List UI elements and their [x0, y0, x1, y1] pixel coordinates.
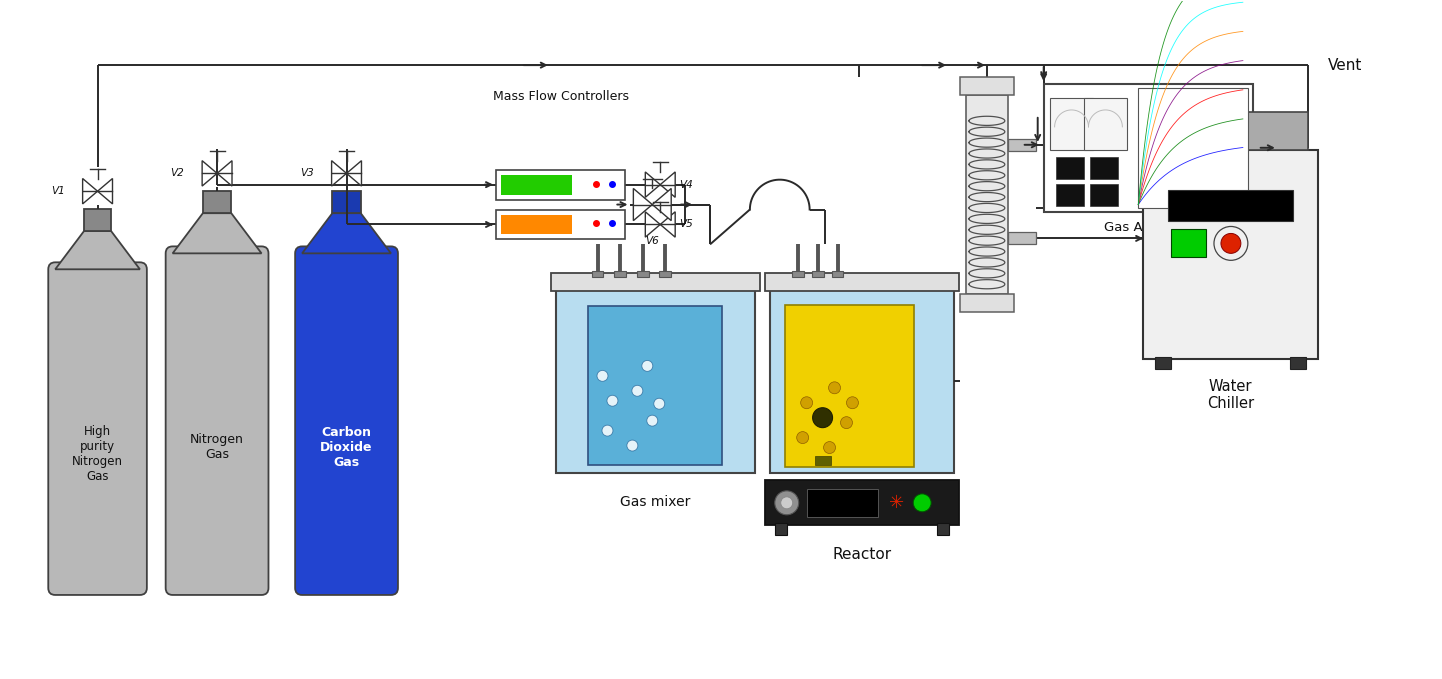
Text: Gas mixer: Gas mixer	[620, 496, 691, 509]
Bar	[764, 481, 959, 526]
Circle shape	[823, 441, 835, 454]
Circle shape	[774, 491, 799, 515]
FancyBboxPatch shape	[166, 246, 268, 595]
Text: V1: V1	[50, 186, 65, 196]
FancyBboxPatch shape	[48, 262, 147, 595]
Polygon shape	[646, 212, 660, 237]
Bar	[960, 294, 1014, 312]
Circle shape	[813, 407, 832, 428]
Polygon shape	[301, 213, 391, 253]
Bar	[806, 490, 878, 517]
Bar	[960, 77, 1014, 95]
Bar	[1171, 230, 1206, 257]
Bar	[1090, 183, 1119, 206]
Text: V6: V6	[646, 236, 659, 246]
Bar	[1056, 157, 1083, 179]
Polygon shape	[332, 161, 346, 186]
Bar	[1044, 84, 1253, 212]
Polygon shape	[98, 179, 112, 204]
Circle shape	[647, 415, 658, 426]
Text: High
purity
Nitrogen
Gas: High purity Nitrogen Gas	[72, 425, 123, 483]
Bar	[614, 272, 626, 277]
Circle shape	[829, 382, 841, 394]
Circle shape	[632, 385, 643, 397]
Circle shape	[653, 399, 665, 409]
Polygon shape	[652, 189, 671, 221]
Bar	[774, 524, 787, 535]
Circle shape	[627, 440, 637, 451]
Polygon shape	[202, 161, 218, 186]
Bar	[555, 289, 754, 473]
Circle shape	[607, 395, 619, 406]
Text: ✳: ✳	[888, 494, 904, 512]
Bar	[203, 191, 231, 213]
Bar	[815, 456, 831, 466]
Bar	[1056, 183, 1083, 206]
Bar	[659, 272, 671, 277]
Polygon shape	[218, 161, 232, 186]
Text: Water
Chiller: Water Chiller	[1207, 379, 1255, 411]
Circle shape	[597, 370, 609, 382]
Bar	[500, 175, 572, 195]
Polygon shape	[646, 172, 660, 198]
Polygon shape	[173, 213, 261, 253]
Polygon shape	[346, 161, 362, 186]
Bar	[770, 289, 955, 473]
Bar	[496, 210, 626, 240]
Bar	[332, 191, 360, 213]
Bar	[784, 305, 914, 467]
Bar	[1168, 189, 1292, 221]
Bar	[591, 272, 604, 277]
Bar	[84, 209, 111, 231]
Bar	[1050, 98, 1093, 150]
Circle shape	[913, 494, 932, 512]
Bar	[500, 215, 572, 234]
Bar	[1154, 112, 1308, 150]
Polygon shape	[82, 179, 98, 204]
Bar	[832, 272, 844, 277]
Bar	[1008, 139, 1035, 151]
Circle shape	[601, 425, 613, 436]
Text: V4: V4	[679, 180, 694, 189]
Bar	[496, 170, 626, 200]
Polygon shape	[633, 189, 652, 221]
Bar	[551, 273, 760, 291]
Text: Nitrogen
Gas: Nitrogen Gas	[190, 433, 244, 462]
Text: V3: V3	[300, 168, 314, 179]
Circle shape	[780, 497, 793, 509]
Bar	[966, 95, 1008, 294]
Bar	[764, 273, 959, 291]
Bar	[1144, 150, 1318, 359]
Text: Mass Flow Controllers: Mass Flow Controllers	[493, 90, 629, 103]
Bar	[1155, 357, 1171, 369]
Bar	[1008, 232, 1035, 244]
Polygon shape	[660, 212, 675, 237]
Text: V5: V5	[679, 219, 694, 230]
Polygon shape	[55, 231, 140, 270]
Bar	[1090, 157, 1119, 179]
Circle shape	[796, 432, 809, 443]
Text: Reactor: Reactor	[832, 547, 891, 562]
Bar	[792, 272, 803, 277]
Circle shape	[1221, 234, 1242, 253]
Text: V2: V2	[170, 168, 185, 179]
Bar	[637, 272, 649, 277]
Bar	[1138, 88, 1247, 208]
Circle shape	[846, 397, 858, 409]
Circle shape	[800, 397, 813, 409]
Circle shape	[841, 417, 852, 428]
Bar	[1289, 357, 1305, 369]
Bar	[812, 272, 823, 277]
Polygon shape	[660, 172, 675, 198]
Bar	[937, 524, 949, 535]
Bar	[1083, 98, 1128, 150]
Text: Vent: Vent	[1328, 58, 1361, 73]
Text: Carbon
Dioxide
Gas: Carbon Dioxide Gas	[320, 426, 373, 469]
Circle shape	[642, 361, 653, 371]
Text: Gas Analyzer: Gas Analyzer	[1105, 221, 1193, 234]
Circle shape	[1214, 227, 1247, 260]
FancyBboxPatch shape	[296, 246, 398, 595]
Bar	[587, 306, 722, 466]
